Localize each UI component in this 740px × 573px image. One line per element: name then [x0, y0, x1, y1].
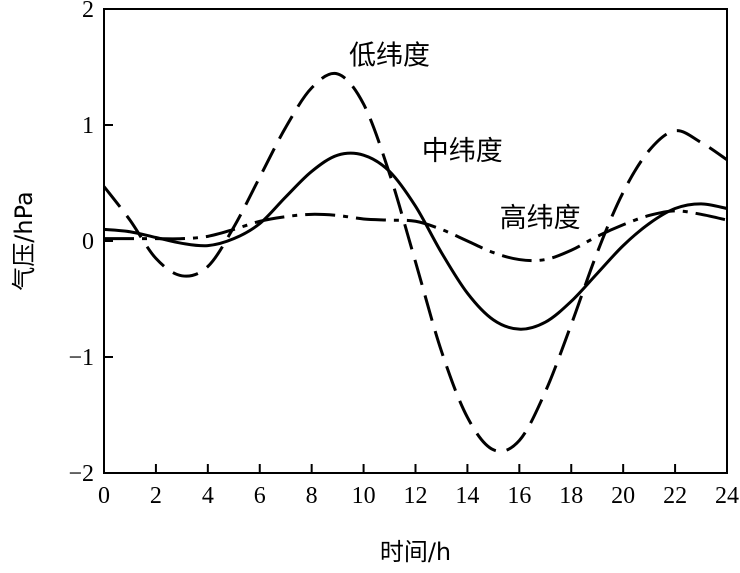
- series-line-2: [104, 209, 727, 263]
- y-tick-label: 1: [82, 113, 94, 139]
- plot-frame: [103, 8, 728, 474]
- y-tick-label: −2: [68, 461, 94, 487]
- x-tick-label: 16: [507, 483, 531, 509]
- x-tick-label: 0: [98, 483, 110, 509]
- x-tick-label: 10: [352, 483, 376, 509]
- series-label: 高纬度: [500, 203, 581, 234]
- x-tick-label: 20: [611, 483, 635, 509]
- series-line-1: [104, 151, 727, 331]
- series-line-0: [104, 71, 727, 453]
- x-tick-label: 4: [202, 483, 214, 509]
- y-tick-label: −1: [68, 345, 94, 371]
- y-tick-label: 0: [82, 229, 94, 255]
- x-tick-label: 24: [715, 483, 739, 509]
- x-tick-label: 12: [404, 483, 428, 509]
- x-tick-label: 2: [150, 483, 162, 509]
- y-axis-title: 气压/hPa: [10, 191, 38, 290]
- series-layer: [104, 71, 727, 453]
- series-label: 低纬度: [349, 41, 430, 72]
- x-tick-label: 14: [455, 483, 479, 509]
- y-tick-label: 2: [82, 0, 94, 23]
- x-tick-label: 18: [559, 483, 583, 509]
- series-label: 中纬度: [422, 136, 503, 167]
- x-tick-label: 8: [306, 483, 318, 509]
- x-axis-title: 时间/h: [380, 538, 451, 566]
- x-tick-label: 6: [254, 483, 266, 509]
- x-tick-label: 22: [663, 483, 687, 509]
